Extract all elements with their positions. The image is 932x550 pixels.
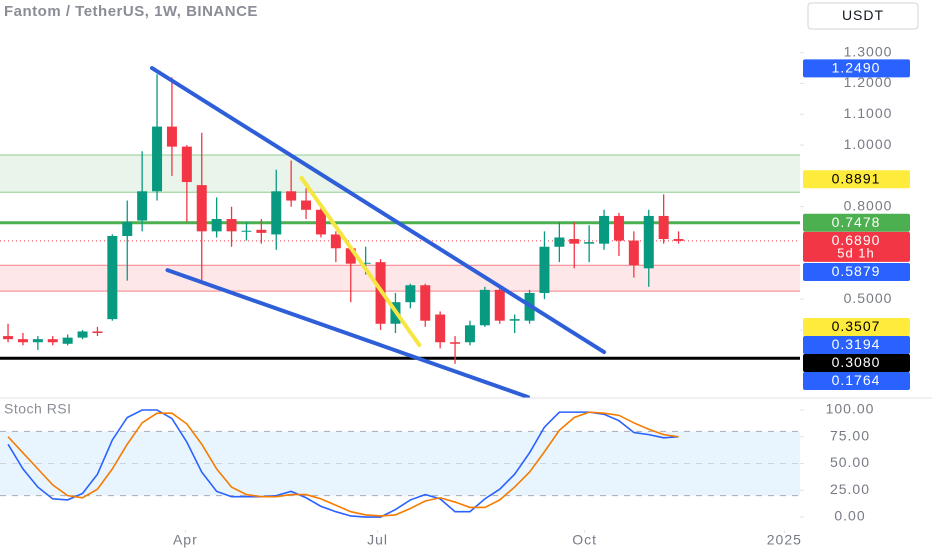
y-tick-label: 75.00 [830,427,870,443]
candle-body [509,319,520,321]
zone [0,265,800,292]
candle-body [494,289,505,321]
candle-body [47,339,58,343]
price-label [803,336,910,354]
candle-body [62,337,73,344]
trend-line [299,176,422,348]
zone [0,154,800,193]
y-tick-label: 1.1000 [844,105,893,121]
price-label [803,372,910,390]
y-tick-label: 0.00 [834,508,865,524]
candle-body [599,215,610,244]
price-label-text: 1.2490 [832,60,881,76]
price-label-text: 0.3194 [832,336,881,352]
band [0,431,800,496]
y-tick-label: 25.00 [830,481,870,497]
candle-body [628,240,639,266]
y-tick-label: 1.3000 [844,43,893,59]
chart-title: Fantom / TetherUS, 1W, BINANCE [4,3,258,20]
price-label [803,318,910,336]
candle-body [137,191,148,221]
price-label [803,170,910,189]
x-tick-label: 2025 [767,532,802,548]
price-label [803,263,910,282]
candle-body [152,126,163,192]
candle-body [450,342,461,344]
candle-body [330,234,341,249]
candle-body [464,325,475,343]
candle-body [584,242,595,244]
trend-line [149,66,607,355]
price-label [803,354,910,372]
price-label-text: 0.1764 [832,372,881,388]
candle-body [286,191,297,201]
stoch-line [7,411,679,517]
indicator-pane [0,409,800,518]
candle-body [77,331,88,338]
candle-body [122,222,133,236]
countdown: 5d 1h [837,245,875,260]
candle-body [271,191,282,235]
candle-body [301,200,312,210]
candle-body [92,331,103,334]
candle-body [181,146,192,183]
candle-body [345,248,356,264]
candle-body [211,219,222,232]
candle-body [196,185,207,232]
y-tick-label: 1.0000 [844,136,893,152]
candle-body [32,339,43,343]
x-tick-label: Jul [367,532,388,548]
candle-body [613,215,624,241]
candle-body [569,239,580,244]
candle-body [405,285,416,303]
candle-body [17,339,28,343]
y-tick-label: 100.00 [826,401,875,417]
y-tick-label: 0.8000 [844,197,893,213]
price-label [803,231,910,262]
price-label-text: 0.8891 [832,170,881,186]
price-label [803,213,910,232]
candle-body [107,235,118,320]
indicator-title: Stoch RSI [4,401,72,417]
price-label [803,59,910,78]
trend-line [165,268,531,398]
candle-body [673,239,684,241]
price-label-text: 0.7478 [832,214,881,230]
candle-body [658,215,669,240]
candle-body [360,262,371,264]
currency: USDT [842,7,884,23]
candle-body [241,230,252,232]
candle-body [3,336,14,340]
price-pane [0,66,800,398]
currency-box [807,2,919,30]
price-label-text: 0.5879 [832,263,881,279]
y-tick-label: 0.5000 [844,290,893,306]
y-tick-label: 1.2000 [844,74,893,90]
candle-body [479,289,490,326]
price-label-text: 0.3507 [832,318,881,334]
stoch-line [7,409,679,518]
x-tick-label: Apr [173,532,198,548]
price-label-text: 0.3080 [832,354,881,370]
candle-body [226,219,237,232]
candle-body [315,209,326,235]
candle-body [166,126,177,147]
x-tick-label: Oct [572,532,597,548]
candle-body [539,246,550,293]
candle-body [435,314,446,343]
candle-body [420,285,431,321]
price-label-text: 0.6890 [832,232,881,248]
candle-body [256,229,267,233]
y-tick-label: 50.00 [830,454,870,470]
candle-body [643,215,654,269]
candle-body [554,237,565,247]
